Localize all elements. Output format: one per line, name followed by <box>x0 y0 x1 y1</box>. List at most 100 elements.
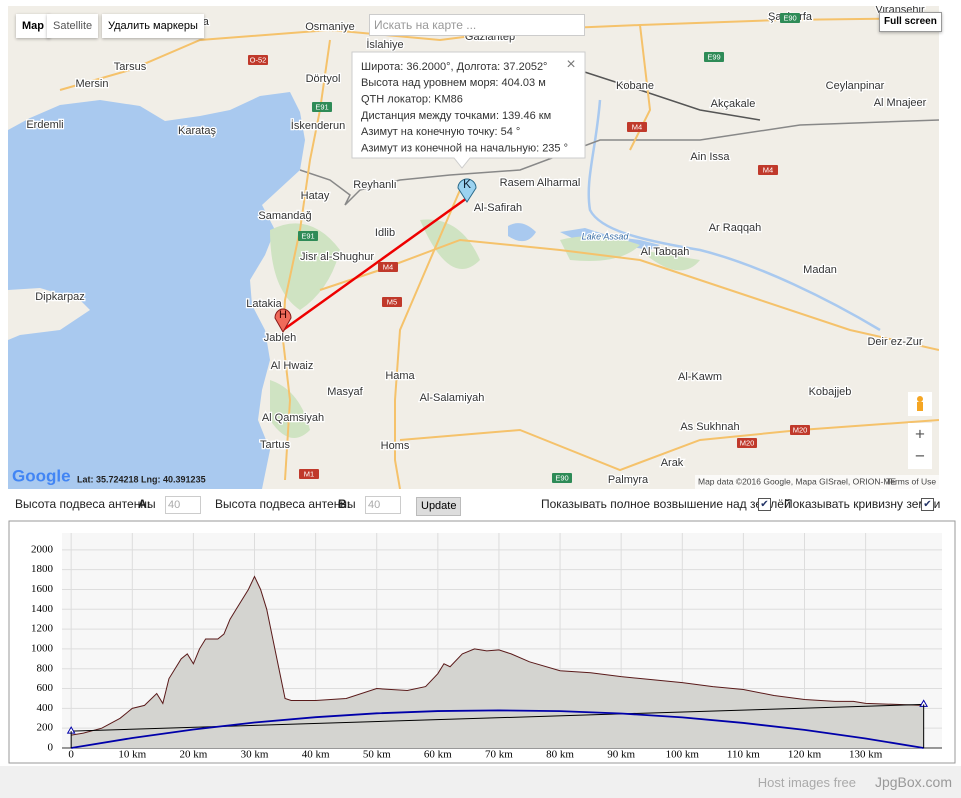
attribution: Map data ©2016 Google, Mapa GISrael, ORI… <box>698 476 896 486</box>
footer-brand[interactable]: JpgBox.com <box>874 774 952 790</box>
place-label: Arak <box>661 457 684 469</box>
place-label: Dipkarpaz <box>35 291 85 303</box>
border <box>299 119 939 206</box>
place-label: Karataş <box>178 125 216 137</box>
show-curvature-checkbox[interactable]: ✔ <box>921 498 934 511</box>
road-shield <box>378 262 398 272</box>
satellite-button[interactable]: Satellite <box>47 14 99 38</box>
path-line <box>282 196 468 332</box>
place-label: Hama <box>385 370 415 382</box>
chart-frame <box>8 520 956 764</box>
map-button[interactable]: Map <box>16 14 50 38</box>
road-shield <box>299 469 319 479</box>
y-tick-label: 200 <box>37 722 54 734</box>
zoom-in[interactable]: + <box>915 424 925 443</box>
popup-line: QTH локатор: KM86 <box>361 94 463 106</box>
antenna-a-label: Высота подвеса антенны <box>15 497 156 511</box>
popup-line: Азимут на конечную точку: 54 ° <box>361 126 520 138</box>
remove-markers[interactable]: Удалить маркеры <box>102 14 204 38</box>
antenna-b-input[interactable]: 40 <box>365 496 401 514</box>
pegman-icon <box>917 402 923 411</box>
place-label: Samandağ <box>258 210 311 222</box>
y-tick-label: 1600 <box>31 583 54 595</box>
google-logo: Google <box>12 466 71 485</box>
footer: Host images free JpgBox.com <box>0 766 961 798</box>
place-label: Palmyra <box>608 474 649 486</box>
fullscreen-button[interactable]: Full screen <box>879 12 942 32</box>
place-label: Viranşehir <box>875 6 925 16</box>
antenna-marker <box>919 699 929 707</box>
marker-label: K <box>463 177 471 191</box>
road-shield-label: M20 <box>793 425 808 434</box>
place-label: Al Tabqah <box>641 246 690 258</box>
road-shield-label: E91 <box>315 102 328 111</box>
terms[interactable]: Terms of Use <box>886 476 936 486</box>
road-shield <box>298 231 318 241</box>
x-tick-label: 40 km <box>302 749 330 761</box>
x-tick-label: 120 km <box>788 749 822 761</box>
search-box[interactable]: Искать на карте ... <box>369 14 585 36</box>
terrain-line <box>71 575 924 736</box>
road-shield <box>552 473 572 483</box>
place-label: Madan <box>803 264 837 276</box>
place-label: Homs <box>381 440 410 452</box>
x-tick-label: 10 km <box>118 749 146 761</box>
place-label: Al Qamsiyah <box>262 412 324 424</box>
antenna-a-input[interactable]: 40 <box>165 496 201 514</box>
road-shield <box>248 55 268 65</box>
marker-k[interactable] <box>457 178 477 203</box>
x-tick-label: 90 km <box>607 749 635 761</box>
place-label: Al-Kawm <box>678 371 722 383</box>
popup-line: Высота над уровнем моря: 404.03 м <box>361 77 546 89</box>
line-of-sight <box>71 703 924 732</box>
terrain-area <box>71 576 924 748</box>
antenna-marker <box>66 726 76 734</box>
place-label: Al Hwaiz <box>271 360 314 372</box>
y-tick-label: 1000 <box>31 642 54 654</box>
road-shield-label: M20 <box>740 438 755 447</box>
place-label: Jisr al-Shughur <box>300 251 374 263</box>
show-curvature-label: Показывать кривизну земли <box>784 497 941 511</box>
popup-close[interactable]: × <box>566 56 575 73</box>
marker-h[interactable] <box>274 308 292 334</box>
road-shield <box>737 438 757 448</box>
place-label: Erdemli <box>26 119 63 131</box>
antenna-b-letter: B: <box>338 497 351 511</box>
antenna-b-label: Высота подвеса антенны <box>215 497 356 511</box>
road-shield-label: M4 <box>763 165 773 174</box>
place-label: Hatay <box>301 190 330 202</box>
place-label: Tartus <box>260 439 290 451</box>
y-tick-label: 1200 <box>31 623 54 635</box>
map[interactable]: AdanaOsmaniyeİslahiyeGaziantepŞanlıurfaV… <box>8 6 939 489</box>
place-label: Dörtyol <box>306 73 341 85</box>
place-label: As Sukhnah <box>680 421 739 433</box>
road-shield <box>790 425 810 435</box>
place-label: Idlib <box>375 227 395 239</box>
update-button[interactable]: Update <box>416 497 462 516</box>
road-shield-label: E90 <box>555 473 568 482</box>
cursor-coords: Lat: 35.724218 Lng: 40.391235 <box>77 474 206 484</box>
y-tick-label: 400 <box>37 702 54 714</box>
road-shield <box>704 52 724 62</box>
place-label: Al Mnajeer <box>874 97 927 109</box>
zoom-out[interactable]: − <box>915 446 925 465</box>
y-tick-label: 1400 <box>31 603 54 615</box>
y-tick-label: 0 <box>48 742 54 754</box>
road-shield-label: M5 <box>387 297 397 306</box>
road-shield <box>382 297 402 307</box>
road-shield-label: E91 <box>301 231 314 240</box>
x-tick-label: 30 km <box>241 749 269 761</box>
road-shield <box>780 13 800 23</box>
road-shield-label: M1 <box>304 469 314 478</box>
popup-line: Дистанция между точками: 139.46 км <box>361 110 551 122</box>
x-tick-label: 110 km <box>727 749 760 761</box>
pegman-icon <box>917 396 923 402</box>
place-label: Ceylanpinar <box>826 80 885 92</box>
x-tick-label: 50 km <box>363 749 391 761</box>
show-elevation-checkbox[interactable]: ✔ <box>758 498 771 511</box>
place-label: İslahiye <box>366 38 403 51</box>
salt-lake <box>508 223 536 242</box>
popup-line: Широта: 36.2000°, Долгота: 37.2052° <box>361 61 547 73</box>
road-shield-label: E99 <box>707 52 720 61</box>
place-label: Ar Raqqah <box>709 222 762 234</box>
